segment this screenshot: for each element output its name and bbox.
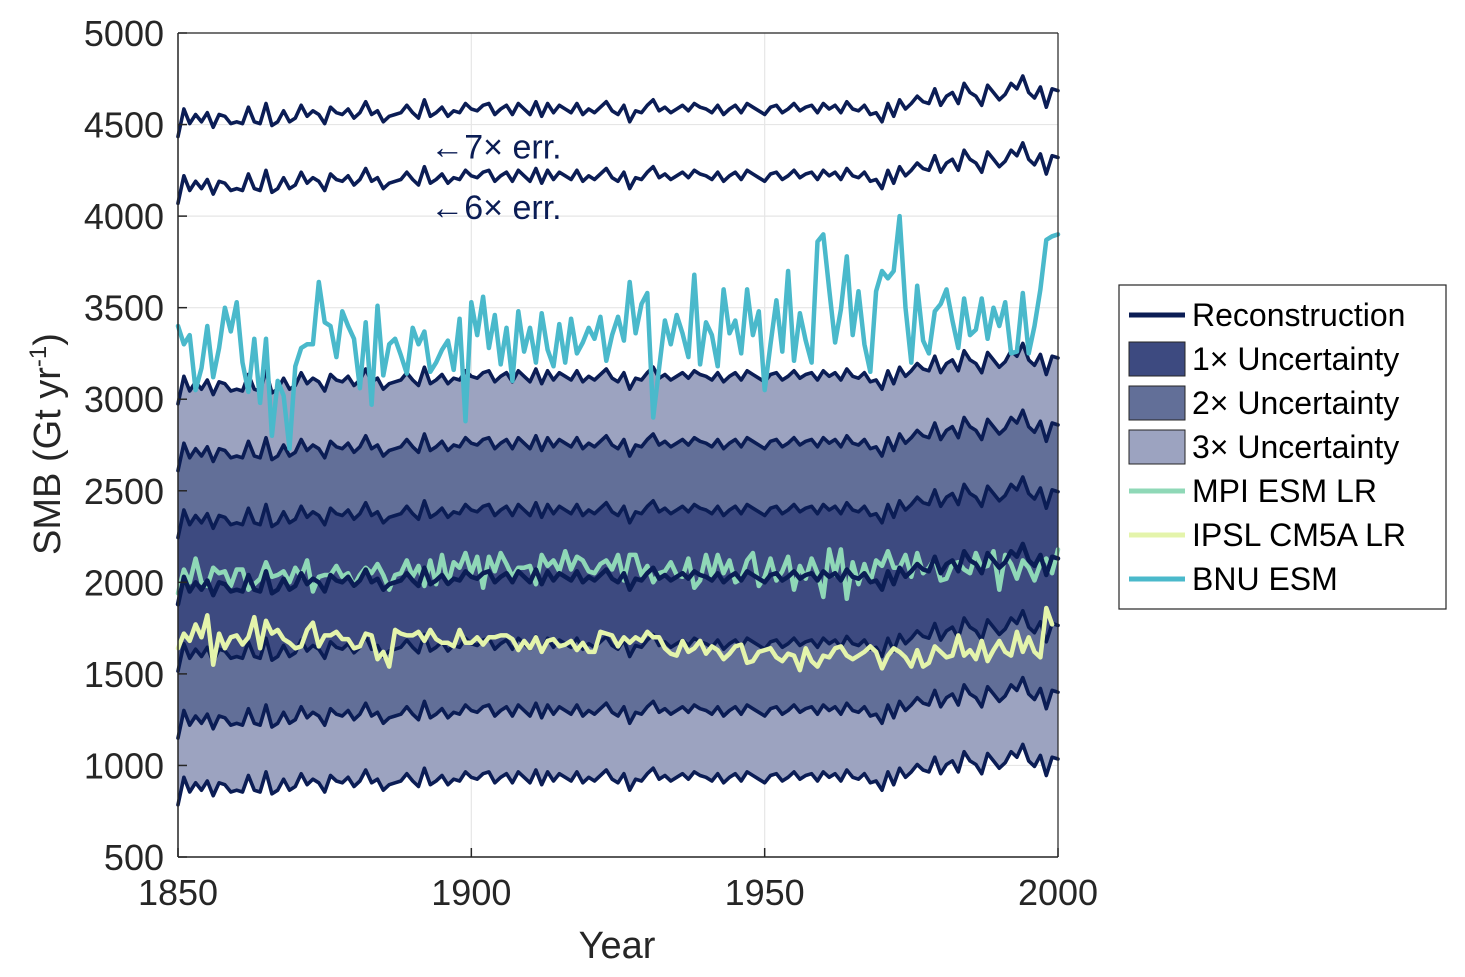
y-tick-label: 2500 <box>84 471 164 512</box>
annotations: ←7× err. ←6× err. <box>430 129 561 227</box>
x-axis-label: Year <box>579 925 656 967</box>
uncertainty-bands <box>178 343 1058 805</box>
x-tick-label: 1950 <box>725 872 805 913</box>
uncertainty-upper-7x-line <box>176 74 1060 139</box>
y-tick-label: 4500 <box>84 105 164 146</box>
uncertainty-upper-1x-line <box>176 475 1060 540</box>
y-tick-label: 4000 <box>84 196 164 237</box>
legend-patch-swatch <box>1128 429 1186 465</box>
legend-patch-swatch <box>1128 385 1186 421</box>
legend-label: IPSL CM5A LR <box>1192 517 1406 553</box>
x-tick-label: 1850 <box>138 872 218 913</box>
y-axis-label: SMB (Gt yr-1) <box>25 333 69 555</box>
y-tick-label: 1000 <box>84 745 164 786</box>
legend-label: MPI ESM LR <box>1192 473 1377 509</box>
y-axis-label-suffix: ) <box>27 333 69 346</box>
uncertainty-lower-1x-line <box>176 608 1060 673</box>
series-lines <box>175 74 1061 807</box>
annotation-label: ←7× err. <box>430 129 561 167</box>
y-axis-label-main: SMB (Gt yr <box>27 367 69 555</box>
uncertainty-lower-3x-line <box>176 742 1060 807</box>
y-tick-label: 2000 <box>84 562 164 603</box>
uncertainty-upper-3x-line <box>176 341 1060 406</box>
legend-patch-swatch <box>1128 341 1186 377</box>
uncertainty-band-1x <box>178 477 1058 672</box>
series-bnu-esm-line <box>175 213 1061 451</box>
y-tick-label: 3000 <box>84 379 164 420</box>
legend-label: 2× Uncertainty <box>1192 385 1399 421</box>
x-tick-label: 1900 <box>431 872 511 913</box>
axes: 1850 1900 1950 2000 500 1000 1500 2000 2500 3000 3… <box>84 13 1098 913</box>
y-tick-label: 500 <box>104 837 164 878</box>
legend-label: 3× Uncertainty <box>1192 429 1399 465</box>
y-axis-label-exponent: -1 <box>25 346 52 367</box>
legend-label: BNU ESM <box>1192 561 1338 597</box>
x-tick-label: 2000 <box>1018 872 1098 913</box>
y-tick-label: 5000 <box>84 13 164 54</box>
legend: Reconstruction 1× Uncertainty 2× Uncertain… <box>1118 284 1447 610</box>
uncertainty-upper-6x-line <box>176 141 1060 206</box>
y-tick-label: 3500 <box>84 288 164 329</box>
uncertainty-upper-2x-line <box>176 408 1060 473</box>
y-tick-label: 1500 <box>84 654 164 695</box>
uncertainty-lower-2x-line <box>176 675 1060 740</box>
series-mpi-esm-lr-line <box>175 547 1061 602</box>
legend-label: Reconstruction <box>1192 297 1405 333</box>
legend-label: 1× Uncertainty <box>1192 341 1399 377</box>
annotation-label: ←6× err. <box>430 189 561 227</box>
reconstruction-line <box>175 541 1061 607</box>
series-ipsl-cm5a-lr-line <box>175 605 1055 673</box>
